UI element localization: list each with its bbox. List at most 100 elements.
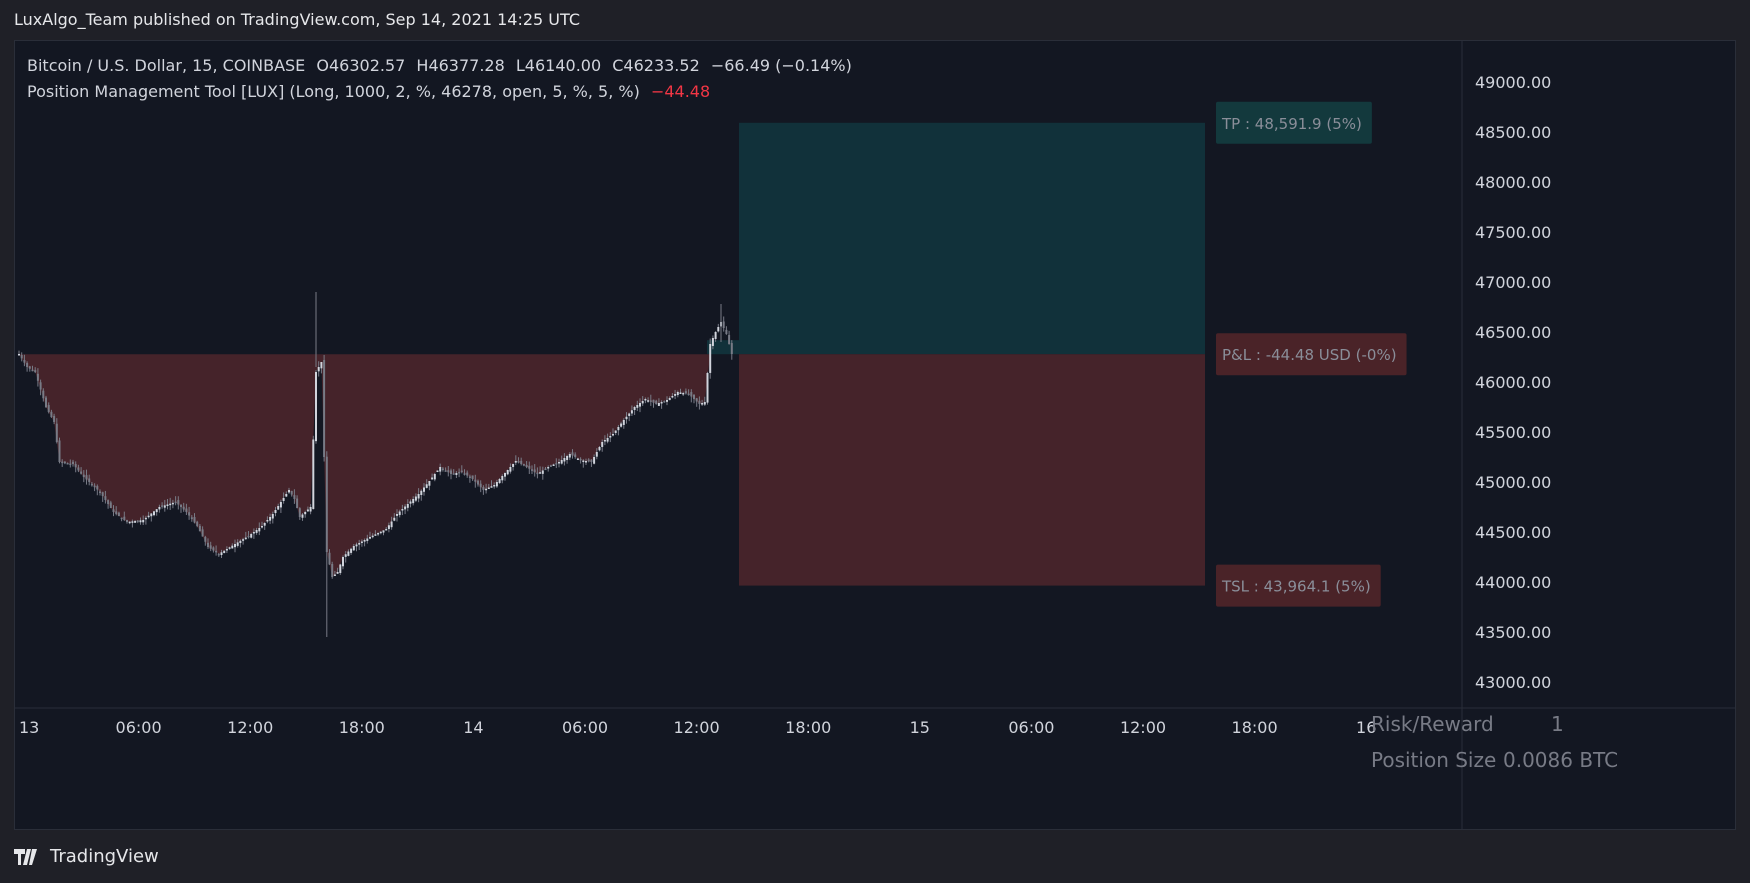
chart-canvas[interactable]: 49000.00 48500.00 48000.00 47500.00 47000.00… [15, 41, 1735, 829]
candle [115, 506, 118, 516]
candle-body [128, 521, 131, 524]
candle [131, 519, 134, 528]
candle-body [269, 517, 272, 521]
candle-body [396, 514, 398, 516]
candle [428, 480, 431, 491]
candle-body [385, 529, 388, 531]
candle [96, 484, 99, 496]
candle-body [412, 499, 415, 504]
candle-body [358, 543, 361, 545]
candle-body [47, 405, 50, 412]
candle-body [274, 510, 277, 514]
candle-body [80, 471, 83, 474]
candle [539, 466, 542, 474]
candle-body [185, 508, 188, 512]
candle-body [585, 461, 587, 463]
candle-body [387, 525, 390, 530]
candle-body [506, 470, 509, 475]
candle-body [493, 485, 496, 487]
candle-body [344, 554, 347, 557]
candle-body [636, 405, 639, 408]
candle [441, 467, 444, 472]
candle-body [333, 574, 336, 576]
candle-body [163, 505, 166, 508]
candle [687, 389, 690, 396]
candle-body [617, 427, 620, 431]
candle [412, 496, 415, 506]
candle [325, 451, 328, 553]
candle-body [417, 494, 420, 499]
candle-body [709, 344, 712, 373]
candle-body [306, 509, 309, 512]
candle [593, 454, 596, 465]
candle-body [39, 382, 42, 390]
time-axis[interactable]: 13 06:00 12:00 18:00 14 06:00 12:00 18:00 15 06:0… [19, 718, 1376, 737]
candle [490, 480, 493, 488]
time-tick-label: 12:00 [1120, 718, 1166, 737]
candle-body [180, 504, 182, 507]
candle-body [252, 532, 255, 534]
candle [396, 509, 398, 522]
candle [42, 388, 45, 402]
tsl-label: TSL : 43,964.1 (5%) [1216, 564, 1381, 607]
candle [701, 399, 704, 406]
candle [250, 532, 253, 539]
time-tick-label: 18:00 [1232, 718, 1278, 737]
candle [26, 361, 29, 372]
candle-body [460, 470, 463, 473]
candle-body [452, 473, 455, 475]
candle-body [228, 547, 231, 549]
candle-body [288, 490, 290, 493]
svg-text:P&L : -44.48 USD (-0%): P&L : -44.48 USD (-0%) [1222, 346, 1397, 364]
candle [649, 394, 652, 406]
candle-body [474, 479, 477, 482]
candle-body [466, 472, 469, 476]
candle-body [582, 460, 585, 462]
candle [88, 474, 91, 486]
candle [566, 454, 569, 464]
candle [174, 496, 177, 506]
candle-body [433, 474, 436, 480]
candle [512, 463, 515, 471]
candle [617, 424, 620, 436]
candle-body [120, 517, 123, 520]
candle [714, 331, 717, 342]
candle-body [603, 440, 606, 442]
candle-body [309, 507, 312, 512]
candle [558, 458, 560, 468]
candle [479, 480, 482, 493]
candle-body [541, 470, 544, 474]
candle-body [671, 396, 674, 398]
candle [63, 460, 66, 465]
footer-brand[interactable]: TradingView [14, 846, 159, 867]
chart-panel[interactable]: 49000.00 48500.00 48000.00 47500.00 47000.00… [14, 40, 1736, 830]
symbol-legend-row[interactable]: Bitcoin / U.S. Dollar, 15, COINBASE O463… [27, 53, 858, 79]
candle-body [552, 464, 555, 466]
candle [417, 488, 420, 503]
candle-body [66, 462, 69, 465]
candle [477, 479, 479, 487]
time-tick-label: 13 [19, 718, 39, 737]
candle-body [390, 521, 393, 528]
candle-body [99, 491, 101, 493]
candle [514, 455, 517, 466]
candle [223, 550, 226, 554]
candle [45, 395, 47, 409]
candle-body [366, 538, 369, 541]
candle [204, 535, 207, 546]
candle [522, 463, 525, 467]
candle [552, 463, 555, 466]
candle [296, 495, 299, 509]
candle-body [93, 485, 96, 488]
candle-body [549, 465, 552, 467]
candle [644, 397, 647, 404]
candle [347, 549, 350, 557]
price-axis[interactable]: 49000.00 48500.00 48000.00 47500.00 47000.00… [1475, 73, 1551, 692]
candle-body [571, 452, 574, 456]
candle-body [722, 321, 725, 328]
indicator-legend-row[interactable]: Position Management Tool [LUX] (Long, 10… [27, 79, 858, 105]
candle-body [660, 402, 663, 404]
candle [336, 567, 339, 574]
candle [188, 506, 191, 520]
candle-body [504, 473, 506, 477]
